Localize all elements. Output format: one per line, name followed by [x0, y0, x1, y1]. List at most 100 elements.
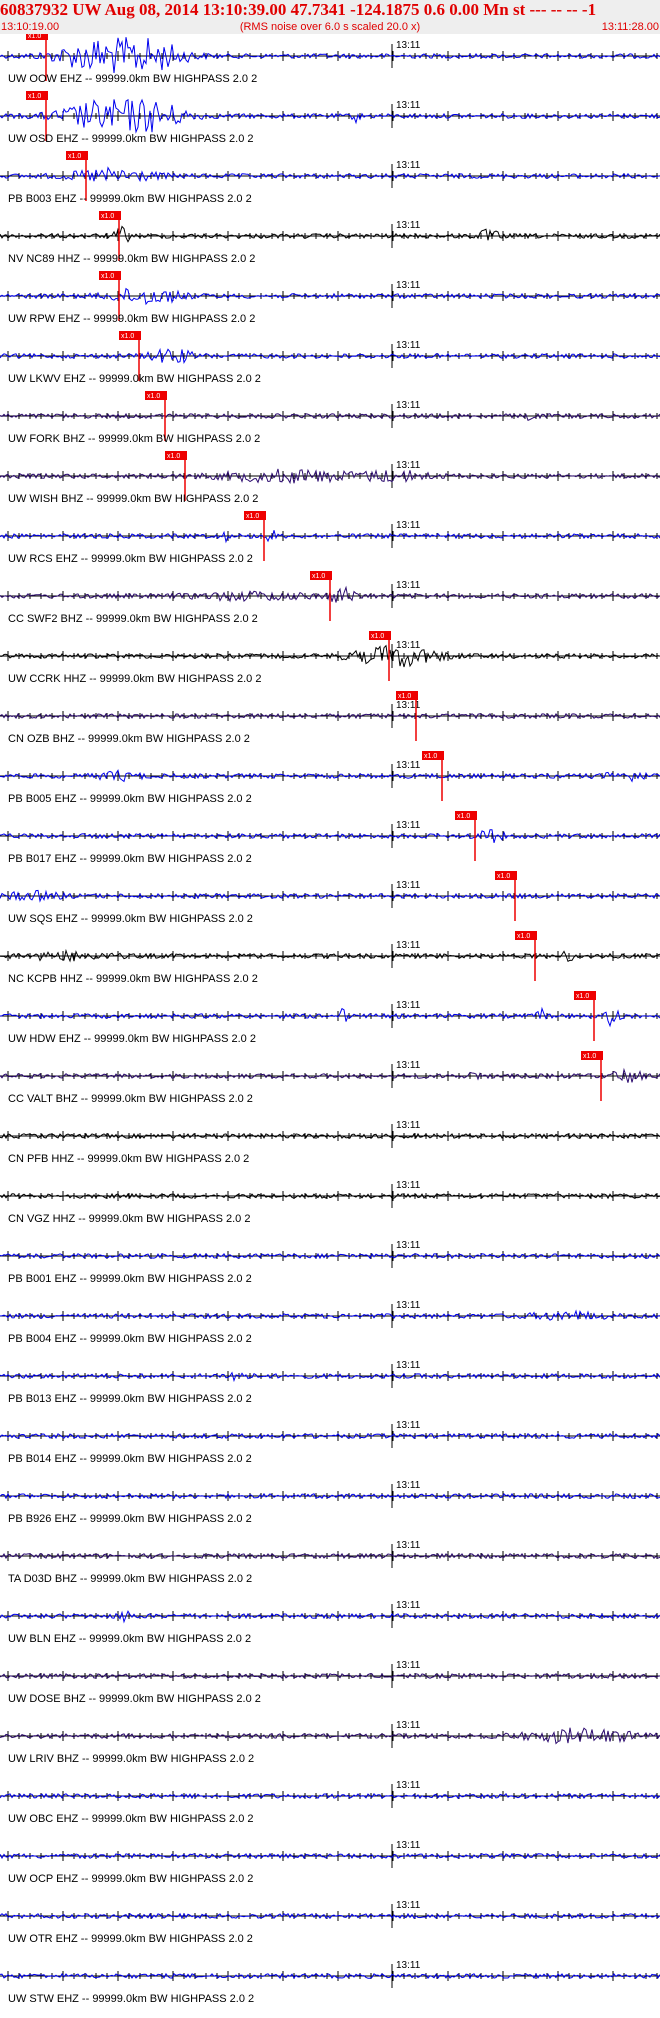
phase-pick: x1.0 — [515, 931, 537, 981]
waveform — [0, 225, 660, 243]
waveform — [0, 1610, 660, 1624]
trace-row: 13:11 PB B013 EHZ -- 99999.0km BW HIGHPAS… — [0, 1360, 660, 1405]
minute-label: 13:11 — [396, 1360, 421, 1371]
station-label: UW BLN EHZ -- 99999.0km BW HIGHPASS 2.0 … — [8, 1633, 251, 1645]
station-label: UW RCS EHZ -- 99999.0km BW HIGHPASS 2.0 … — [8, 553, 253, 565]
trace-row: 13:11 x1.0 UW OSD EHZ -- 99999.0km BW HIGH… — [0, 91, 660, 145]
station-label: CN VGZ HHZ -- 99999.0km BW HIGHPASS 2.0 … — [8, 1213, 250, 1225]
pick-label: x1.0 — [28, 34, 41, 40]
minute-label: 13:11 — [396, 520, 421, 531]
pick-label: x1.0 — [424, 753, 437, 760]
phase-pick: x1.0 — [244, 511, 266, 561]
station-label: UW OSD EHZ -- 99999.0km BW HIGHPASS 2.0 … — [8, 133, 254, 145]
station-label: UW DOSE BHZ -- 99999.0km BW HIGHPASS 2.0… — [8, 1693, 261, 1705]
minute-label: 13:11 — [396, 100, 421, 111]
trace-row: 13:11 x1.0 NV NC89 HHZ -- 99999.0km BW HIG… — [0, 211, 660, 265]
waveform — [0, 1492, 660, 1500]
phase-pick: x1.0 — [26, 91, 48, 141]
minute-label: 13:11 — [396, 1840, 421, 1851]
pick-label: x1.0 — [28, 93, 41, 100]
phase-pick: x1.0 — [310, 571, 332, 621]
phase-pick: x1.0 — [145, 391, 167, 441]
station-label: UW WISH BHZ -- 99999.0km BW HIGHPASS 2.0… — [8, 493, 258, 505]
waveform — [0, 1132, 660, 1140]
trace-row: 13:11 x1.0 UW FORK BHZ -- 99999.0km BW HIG… — [0, 391, 660, 445]
trace-row: 13:11 x1.0 UW RPW EHZ -- 99999.0km BW HIGH… — [0, 271, 660, 325]
waveform — [0, 769, 660, 783]
minute-label: 13:11 — [396, 280, 421, 291]
waveform — [0, 1792, 660, 1800]
waveform — [0, 948, 660, 963]
station-label: CC VALT BHZ -- 99999.0km BW HIGHPASS 2.0… — [8, 1093, 253, 1105]
station-label: CN PFB HHZ -- 99999.0km BW HIGHPASS 2.0 … — [8, 1153, 249, 1165]
station-label: UW SQS EHZ -- 99999.0km BW HIGHPASS 2.0 … — [8, 913, 253, 925]
pick-label: x1.0 — [371, 633, 384, 640]
station-label: PB B926 EHZ -- 99999.0km BW HIGHPASS 2.0… — [8, 1513, 252, 1525]
pick-label: x1.0 — [147, 393, 160, 400]
station-label: PB B017 EHZ -- 99999.0km BW HIGHPASS 2.0… — [8, 853, 252, 865]
minute-label: 13:11 — [396, 1060, 421, 1071]
waveform — [0, 1252, 660, 1260]
pick-label: x1.0 — [167, 453, 180, 460]
minute-label: 13:11 — [396, 40, 421, 51]
station-label: PB B001 EHZ -- 99999.0km BW HIGHPASS 2.0… — [8, 1273, 252, 1285]
station-label: UW OCP EHZ -- 99999.0km BW HIGHPASS 2.0 … — [8, 1873, 253, 1885]
minute-label: 13:11 — [396, 1780, 421, 1791]
waveform — [0, 1371, 660, 1383]
waveform — [0, 468, 660, 485]
trace-row: 13:11 x1.0 UW OOW EHZ -- 99999.0km BW HIGH… — [0, 34, 660, 85]
pick-label: x1.0 — [68, 153, 81, 160]
station-label: PB B004 EHZ -- 99999.0km BW HIGHPASS 2.0… — [8, 1333, 252, 1345]
station-label: UW RPW EHZ -- 99999.0km BW HIGHPASS 2.0 … — [8, 313, 255, 325]
trace-row: 13:11 x1.0 UW SQS EHZ -- 99999.0km BW HIGH… — [0, 871, 660, 925]
waveform — [0, 166, 660, 183]
phase-pick: x1.0 — [495, 871, 517, 921]
minute-label: 13:11 — [396, 1720, 421, 1731]
minute-label: 13:11 — [396, 1900, 421, 1911]
station-label: PB B014 EHZ -- 99999.0km BW HIGHPASS 2.0… — [8, 1453, 252, 1465]
waveform — [0, 1727, 660, 1745]
trace-row: 13:11 UW DOSE BHZ -- 99999.0km BW HIGHPAS… — [0, 1660, 660, 1705]
minute-label: 13:11 — [396, 220, 421, 231]
minute-label: 13:11 — [396, 460, 421, 471]
pick-label: x1.0 — [312, 573, 325, 580]
phase-pick: x1.0 — [581, 1051, 603, 1101]
trace-row: 13:11 UW OCP EHZ -- 99999.0km BW HIGHPASS… — [0, 1840, 660, 1885]
minute-label: 13:11 — [396, 340, 421, 351]
phase-pick: x1.0 — [26, 34, 48, 81]
minute-label: 13:11 — [396, 880, 421, 891]
trace-row: 13:11 UW LRIV BHZ -- 99999.0km BW HIGHPAS… — [0, 1720, 660, 1765]
waveform — [0, 1309, 660, 1321]
phase-pick: x1.0 — [66, 151, 88, 201]
waveform — [0, 889, 660, 903]
phase-pick: x1.0 — [99, 211, 121, 261]
minute-label: 13:11 — [396, 700, 421, 711]
minute-label: 13:11 — [396, 1420, 421, 1431]
pick-label: x1.0 — [517, 933, 530, 940]
station-label: UW OOW EHZ -- 99999.0km BW HIGHPASS 2.0 … — [8, 73, 257, 85]
trace-row: 13:11 TA D03D BHZ -- 99999.0km BW HIGHPAS… — [0, 1540, 660, 1585]
station-label: UW STW EHZ -- 99999.0km BW HIGHPASS 2.0 … — [8, 1993, 254, 2005]
trace-row: 13:11 x1.0 UW LKWV EHZ -- 99999.0km BW HIG… — [0, 331, 660, 385]
phase-pick: x1.0 — [455, 811, 477, 861]
minute-label: 13:11 — [396, 1240, 421, 1251]
station-label: PB B013 EHZ -- 99999.0km BW HIGHPASS 2.0… — [8, 1393, 252, 1405]
phase-pick: x1.0 — [165, 451, 187, 501]
waveform — [0, 37, 660, 74]
waveform — [0, 530, 660, 544]
pick-label: x1.0 — [497, 873, 510, 880]
minute-label: 13:11 — [396, 580, 421, 591]
trace-row: 13:11 PB B926 EHZ -- 99999.0km BW HIGHPAS… — [0, 1480, 660, 1525]
phase-pick: x1.0 — [369, 631, 391, 681]
waveform — [0, 1192, 660, 1200]
minute-label: 13:11 — [396, 1180, 421, 1191]
waveform — [0, 1006, 660, 1028]
station-label: CN OZB BHZ -- 99999.0km BW HIGHPASS 2.0 … — [8, 733, 250, 745]
trace-row: 13:11 x1.0 NC KCPB HHZ -- 99999.0km BW HIG… — [0, 931, 660, 985]
station-label: UW OTR EHZ -- 99999.0km BW HIGHPASS 2.0 … — [8, 1933, 253, 1945]
phase-pick: x1.0 — [99, 271, 121, 321]
minute-label: 13:11 — [396, 400, 421, 411]
trace-row: 13:11 UW OBC EHZ -- 99999.0km BW HIGHPASS… — [0, 1780, 660, 1825]
